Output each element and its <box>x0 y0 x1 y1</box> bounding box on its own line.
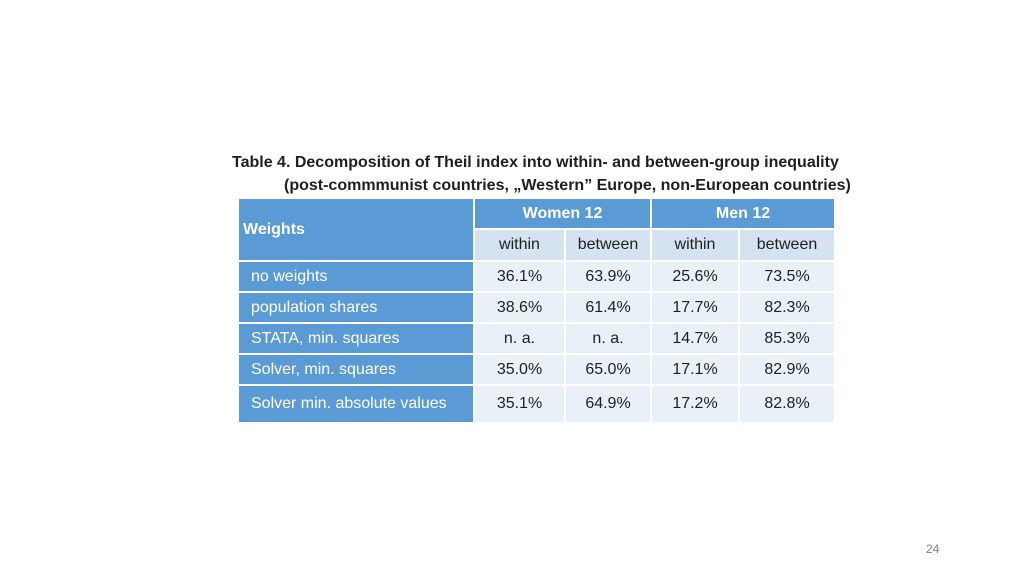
table-cell: 17.1% <box>650 353 740 386</box>
table-row: no weights 36.1% 63.9% 25.6% 73.5% <box>237 260 836 293</box>
row-label: Solver, min. squares <box>237 353 475 386</box>
subheader-women-between: between <box>564 228 652 262</box>
table-row: Solver, min. squares 35.0% 65.0% 17.1% 8… <box>237 353 836 386</box>
table-row: population shares 38.6% 61.4% 17.7% 82.3… <box>237 291 836 324</box>
table-cell: 61.4% <box>564 291 652 324</box>
title-line-2: (post-commmunist countries, „Western” Eu… <box>284 177 851 194</box>
table-cell: 64.9% <box>564 384 652 424</box>
weights-header: Weights <box>237 197 475 262</box>
table-row: STATA, min. squares n. a. n. a. 14.7% 85… <box>237 322 836 355</box>
table-cell: 17.2% <box>650 384 740 424</box>
row-label: population shares <box>237 291 475 324</box>
table-cell: 36.1% <box>473 260 566 293</box>
table-cell: 73.5% <box>738 260 836 293</box>
table-cell: n. a. <box>564 322 652 355</box>
subheader-men-between: between <box>738 228 836 262</box>
table-cell: 82.8% <box>738 384 836 424</box>
table-cell: 38.6% <box>473 291 566 324</box>
table-cell: 82.3% <box>738 291 836 324</box>
row-label: no weights <box>237 260 475 293</box>
title-line-1: Table 4. Decomposition of Theil index in… <box>232 154 839 171</box>
table-cell: 63.9% <box>564 260 652 293</box>
theil-decomposition-table: Weights Women 12 Men 12 within between w… <box>237 197 836 424</box>
row-label: Solver min. absolute values <box>237 384 475 424</box>
subheader-women-within: within <box>473 228 566 262</box>
table-cell: 85.3% <box>738 322 836 355</box>
group-header-women: Women 12 <box>473 197 652 230</box>
table-cell: 14.7% <box>650 322 740 355</box>
row-label: STATA, min. squares <box>237 322 475 355</box>
table-cell: 35.1% <box>473 384 566 424</box>
table-cell: 82.9% <box>738 353 836 386</box>
table-title: Table 4. Decomposition of Theil index in… <box>232 151 892 197</box>
table-cell: n. a. <box>473 322 566 355</box>
page-number: 24 <box>926 542 940 556</box>
group-header-men: Men 12 <box>650 197 836 230</box>
subheader-men-within: within <box>650 228 740 262</box>
table-cell: 17.7% <box>650 291 740 324</box>
table-cell: 25.6% <box>650 260 740 293</box>
table-cell: 35.0% <box>473 353 566 386</box>
table-cell: 65.0% <box>564 353 652 386</box>
table-row: Solver min. absolute values 35.1% 64.9% … <box>237 384 836 424</box>
